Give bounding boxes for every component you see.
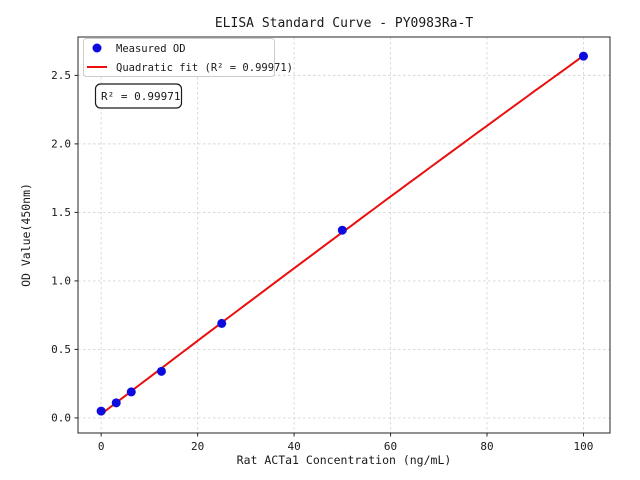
x-tick-label: 60	[384, 440, 397, 453]
annotation-box	[94, 83, 183, 109]
measured-od-point	[337, 225, 347, 235]
x-axis-label: Rat ACTa1 Concentration (ng/mL)	[237, 453, 452, 467]
annotation-text: R² = 0.99971	[101, 90, 180, 103]
measured-od-point	[126, 387, 136, 397]
chart-title: ELISA Standard Curve - PY0983Ra-T	[215, 16, 473, 31]
y-tick-label: 2.5	[51, 69, 71, 82]
legend-marker-measured-od	[92, 43, 102, 53]
grid-layer	[78, 37, 610, 433]
measured-od-point	[96, 406, 106, 416]
data-layer	[96, 51, 588, 416]
y-tick-label: 0.0	[51, 412, 71, 425]
measured-od-point	[578, 51, 588, 61]
x-tick-label: 40	[287, 440, 300, 453]
legend-box	[83, 38, 275, 77]
r-squared-annotation: R² = 0.99971	[94, 83, 183, 109]
y-tick-label: 0.5	[51, 343, 71, 356]
x-tick-label: 20	[191, 440, 204, 453]
y-tick-label: 2.0	[51, 138, 71, 151]
legend-label-measured-od: Measured OD	[116, 43, 186, 55]
measured-od-point	[156, 366, 166, 376]
quadratic-fit-line	[100, 54, 585, 415]
measured-od-point	[217, 318, 227, 328]
y-axis-label: OD Value(450nm)	[19, 183, 33, 287]
axes-layer: 0 20 40 60 80 100 0.0 0.5 1.0 1.5 2.0 2.5	[51, 69, 593, 453]
x-tick-label: 0	[98, 440, 105, 453]
y-tick-label: 1.5	[51, 206, 71, 219]
legend-label-quadratic-fit: Quadratic fit (R² = 0.99971)	[116, 62, 293, 74]
legend: Measured OD Quadratic fit (R² = 0.99971)	[83, 38, 293, 77]
measured-od-point	[111, 398, 121, 408]
y-tick-label: 1.0	[51, 275, 71, 288]
x-tick-label: 80	[480, 440, 493, 453]
plot-border	[77, 36, 611, 434]
x-tick-label: 100	[574, 440, 594, 453]
